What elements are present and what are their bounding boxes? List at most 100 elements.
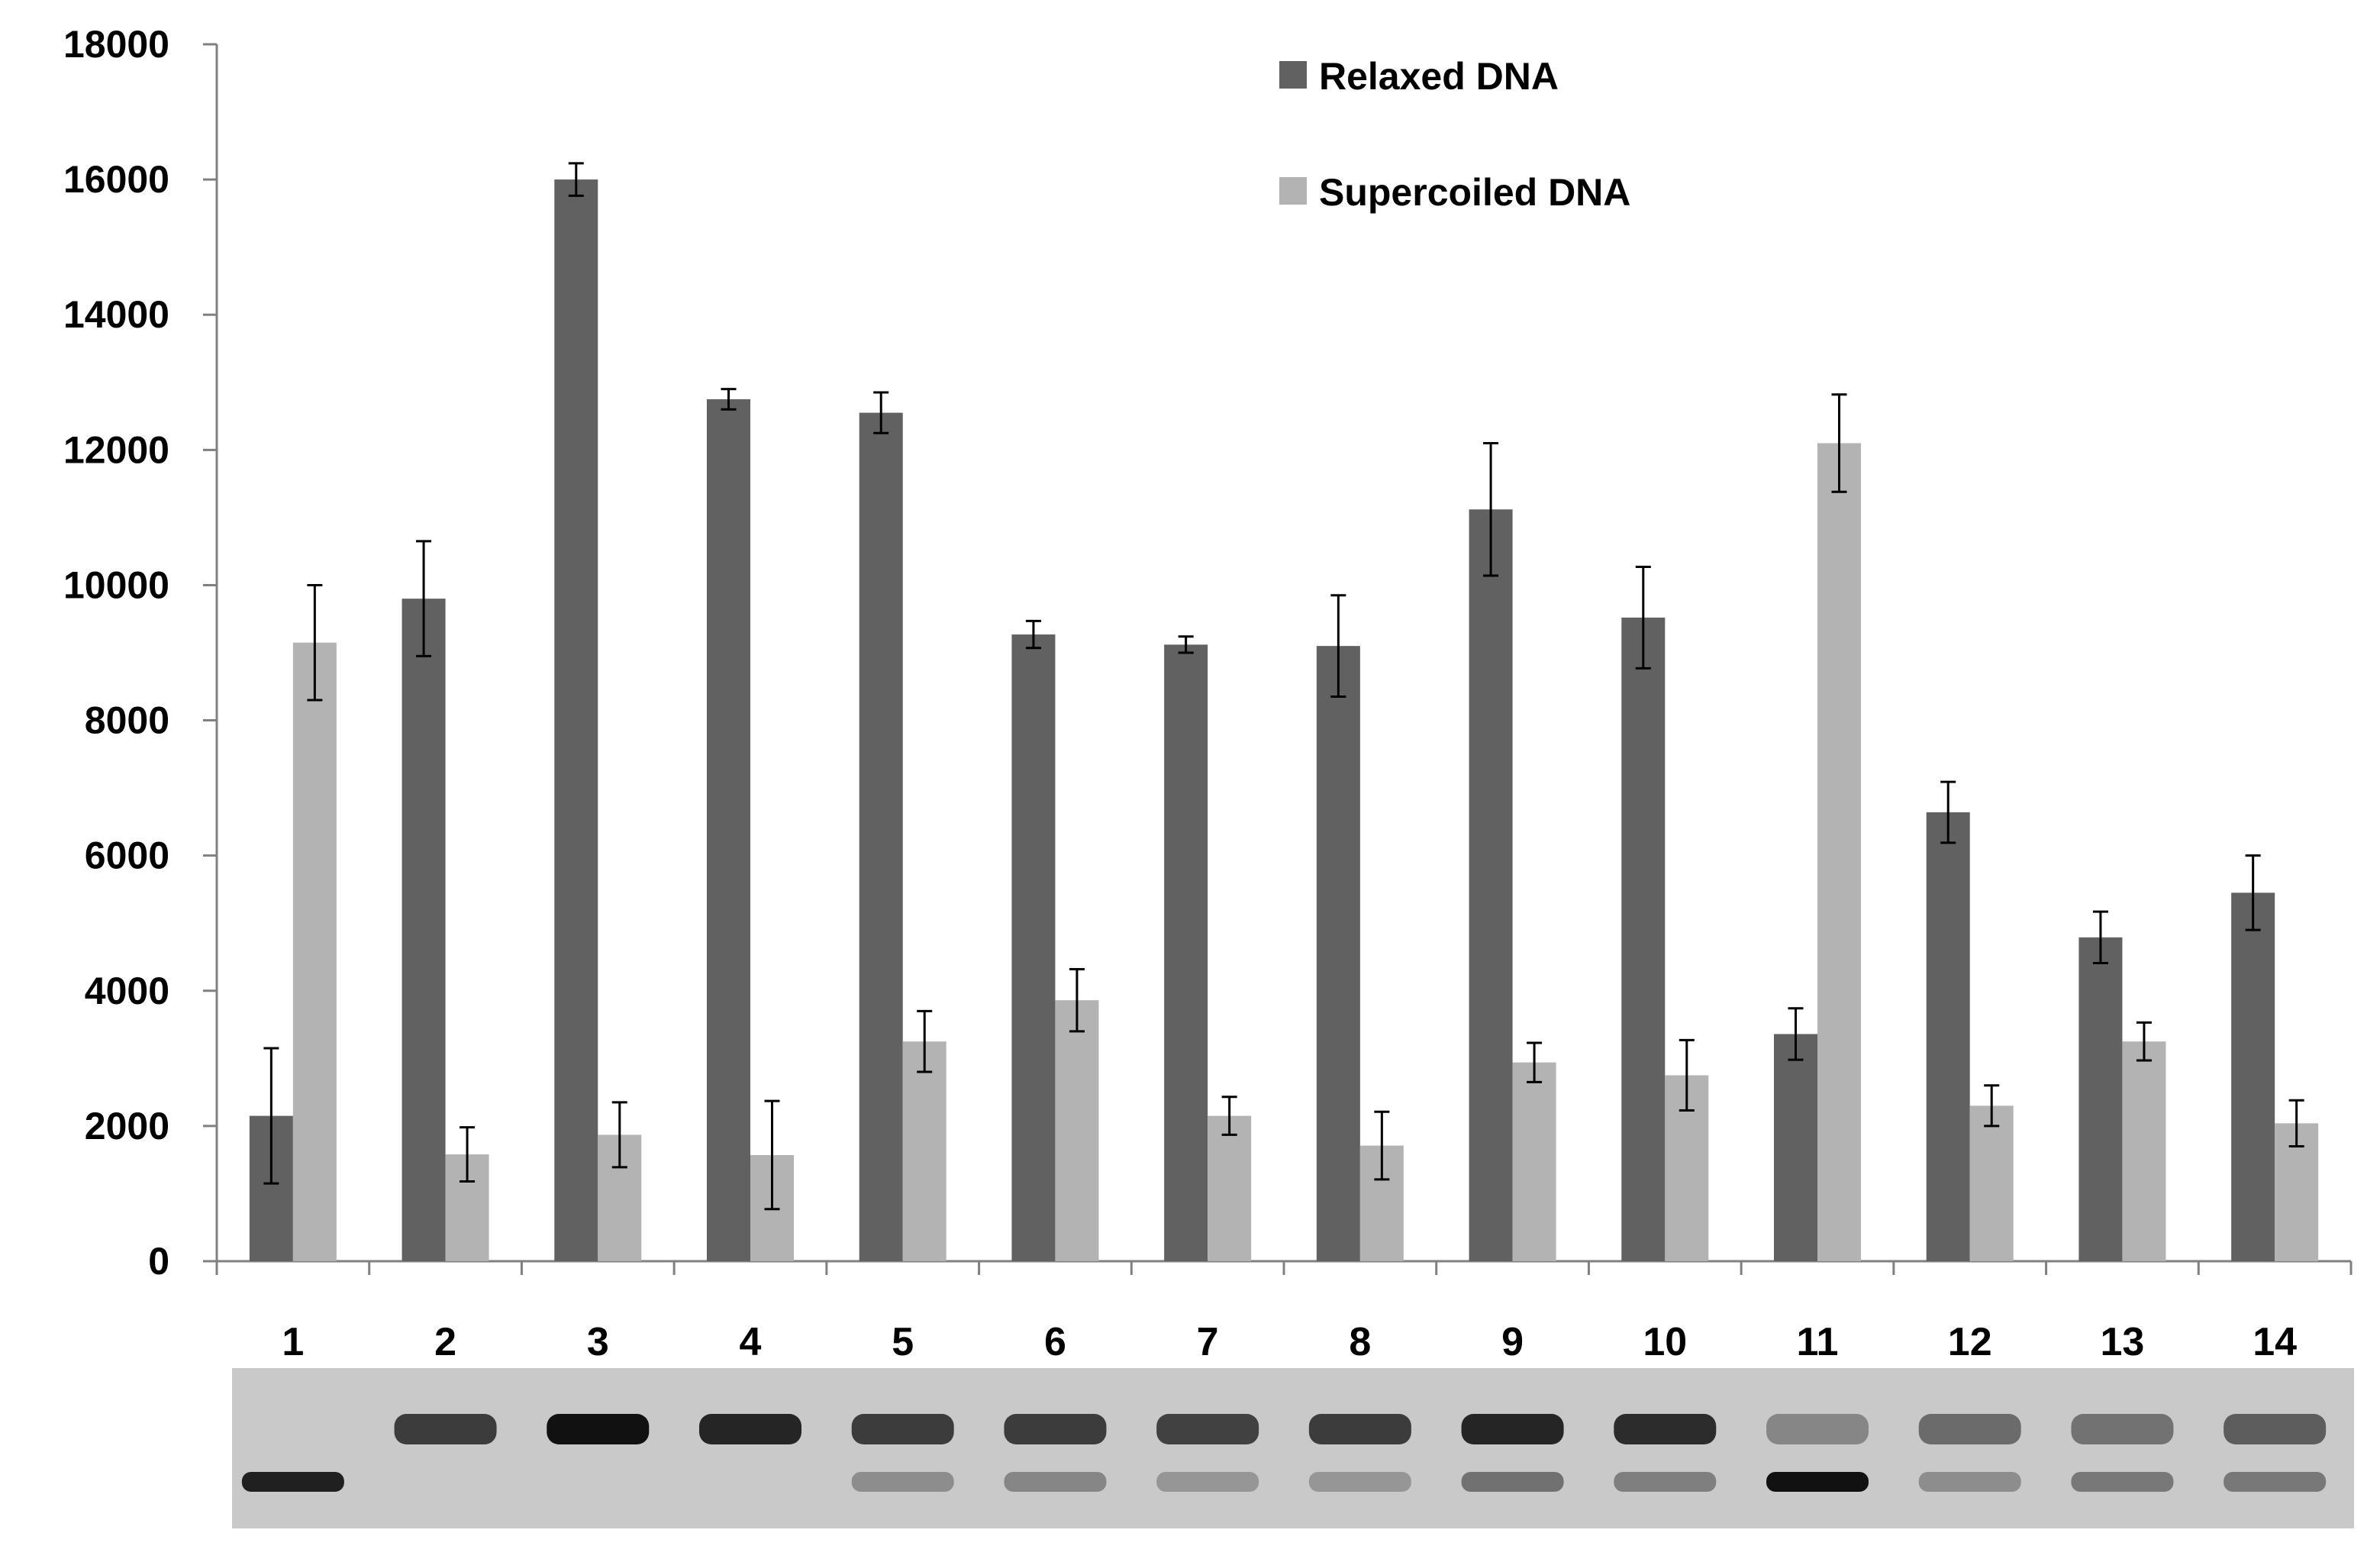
gel-lane-6 xyxy=(1004,1414,1107,1492)
bar-relaxed-10 xyxy=(1621,617,1666,1261)
category-labels: 1 2 3 4 5 6 7 8 9 10 11 12 13 14 xyxy=(282,1320,2297,1364)
y-tick-label: 2000 xyxy=(85,1105,169,1147)
bar-supercoiled-5 xyxy=(902,1041,947,1261)
bar-relaxed-4 xyxy=(707,399,750,1261)
bar-supercoiled-6 xyxy=(1055,1000,1099,1261)
gel-background xyxy=(232,1368,2354,1528)
error-bar-relaxed-4 xyxy=(721,388,737,411)
bar-relaxed-7 xyxy=(1164,644,1208,1261)
error-bar-relaxed-9 xyxy=(1483,441,1499,577)
error-bar-relaxed-13 xyxy=(2092,910,2108,964)
error-bars xyxy=(263,162,2304,1211)
error-bar-supercoiled-7 xyxy=(1221,1096,1237,1136)
error-bar-supercoiled-9 xyxy=(1527,1041,1543,1083)
bar-supercoiled-11 xyxy=(1817,443,1861,1261)
error-bar-supercoiled-14 xyxy=(2288,1099,2304,1147)
bar-supercoiled-9 xyxy=(1512,1062,1556,1261)
category-label: 14 xyxy=(2253,1320,2297,1364)
legend: Relaxed DNA Supercoiled DNA xyxy=(1279,55,1630,214)
gel-lane-5 xyxy=(851,1414,954,1492)
bar-relaxed-14 xyxy=(2231,892,2275,1261)
bar-relaxed-6 xyxy=(1011,634,1056,1261)
category-label: 11 xyxy=(1797,1320,1839,1364)
bar-relaxed-13 xyxy=(2078,937,2123,1261)
bar-supercoiled-13 xyxy=(2122,1041,2166,1261)
gel-lane-1 xyxy=(241,1472,344,1492)
category-label: 1 xyxy=(282,1320,304,1364)
y-tick-label: 10000 xyxy=(63,563,169,606)
category-label: 7 xyxy=(1197,1320,1219,1364)
bar-relaxed-9 xyxy=(1469,509,1513,1261)
gel-lane-2 xyxy=(394,1414,497,1444)
bar-relaxed-3 xyxy=(554,179,598,1262)
error-bar-supercoiled-12 xyxy=(1984,1084,2000,1128)
y-tick-label: 6000 xyxy=(85,834,169,877)
error-bar-supercoiled-2 xyxy=(460,1126,476,1183)
bar-supercoiled-7 xyxy=(1208,1115,1252,1261)
error-bar-relaxed-11 xyxy=(1788,1007,1804,1061)
category-label: 5 xyxy=(892,1320,914,1364)
y-tick-label: 16000 xyxy=(63,158,169,201)
category-label: 4 xyxy=(740,1320,762,1364)
error-bar-supercoiled-11 xyxy=(1831,393,1847,493)
gel-lane-13 xyxy=(2071,1414,2174,1492)
error-bar-supercoiled-4 xyxy=(764,1099,780,1211)
gel-lane-9 xyxy=(1461,1414,1564,1492)
y-tick-label: 12000 xyxy=(63,428,169,471)
category-label: 12 xyxy=(1948,1320,1992,1364)
y-tick-label: 0 xyxy=(148,1240,169,1283)
error-bar-relaxed-3 xyxy=(568,162,584,197)
y-tick-label: 14000 xyxy=(63,293,169,336)
bar-relaxed-12 xyxy=(1926,812,1970,1261)
y-axis: 0 2000 4000 6000 8000 10000 12000 14000 16000 180… xyxy=(63,23,218,1283)
bar-supercoiled-12 xyxy=(1969,1105,2014,1261)
error-bar-relaxed-2 xyxy=(416,540,432,657)
gel-lane-14 xyxy=(2224,1414,2327,1492)
error-bar-relaxed-14 xyxy=(2245,854,2261,931)
y-tick-label: 4000 xyxy=(85,970,169,1012)
error-bar-relaxed-12 xyxy=(1940,780,1956,844)
gel-lane-4 xyxy=(699,1414,801,1444)
error-bar-supercoiled-8 xyxy=(1374,1110,1390,1181)
error-bar-relaxed-5 xyxy=(873,391,889,434)
gel-lane-8 xyxy=(1308,1414,1411,1492)
legend-swatch-relaxed xyxy=(1279,61,1307,89)
error-bar-relaxed-1 xyxy=(263,1047,279,1185)
error-bar-supercoiled-13 xyxy=(2136,1021,2152,1062)
category-label: 13 xyxy=(2101,1320,2145,1364)
error-bar-relaxed-10 xyxy=(1635,566,1651,670)
category-label: 9 xyxy=(1501,1320,1524,1364)
error-bar-supercoiled-10 xyxy=(1679,1038,1695,1112)
gel-lane-11 xyxy=(1766,1414,1869,1492)
bar-relaxed-2 xyxy=(402,599,446,1261)
legend-label-supercoiled: Supercoiled DNA xyxy=(1319,171,1630,214)
gel-image xyxy=(232,1368,2354,1528)
category-label: 10 xyxy=(1643,1320,1687,1364)
error-bar-supercoiled-6 xyxy=(1069,967,1085,1033)
category-label: 3 xyxy=(587,1320,609,1364)
legend-swatch-supercoiled xyxy=(1279,177,1307,205)
category-label: 6 xyxy=(1044,1320,1066,1364)
bar-supercoiled-1 xyxy=(292,642,337,1261)
y-tick-label: 18000 xyxy=(63,23,169,66)
category-label: 2 xyxy=(434,1320,456,1364)
error-bar-relaxed-8 xyxy=(1330,594,1346,699)
error-bar-supercoiled-3 xyxy=(611,1101,627,1169)
error-bar-relaxed-6 xyxy=(1025,619,1041,650)
y-tick-label: 8000 xyxy=(85,699,169,742)
bar-relaxed-11 xyxy=(1774,1034,1817,1261)
error-bar-supercoiled-1 xyxy=(307,583,323,702)
error-bar-relaxed-7 xyxy=(1178,635,1194,654)
bar-relaxed-8 xyxy=(1316,646,1360,1261)
x-axis xyxy=(215,1260,2353,1275)
gel-lane-3 xyxy=(547,1414,650,1444)
legend-label-relaxed: Relaxed DNA xyxy=(1319,55,1559,98)
category-label: 8 xyxy=(1349,1320,1371,1364)
bars xyxy=(249,179,2319,1262)
gel-lane-12 xyxy=(1918,1414,2021,1492)
error-bar-supercoiled-5 xyxy=(917,1009,933,1073)
gel-lane-10 xyxy=(1614,1414,1717,1492)
gel-lane-7 xyxy=(1156,1414,1259,1492)
bar-relaxed-5 xyxy=(859,412,903,1261)
